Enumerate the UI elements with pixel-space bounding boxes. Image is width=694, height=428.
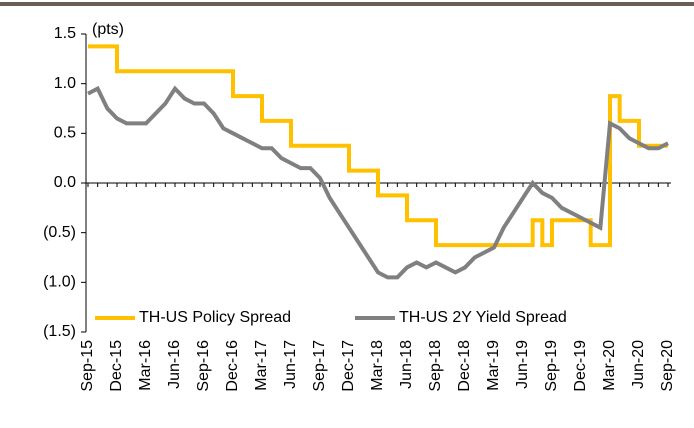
y-tick-label: 0.0 bbox=[54, 174, 76, 191]
x-tick-label: Sep-15 bbox=[79, 340, 96, 392]
y-tick-label: (1.5) bbox=[43, 323, 76, 340]
x-tick-label: Jun-16 bbox=[166, 340, 183, 389]
unit-annotation: (pts) bbox=[92, 21, 124, 38]
x-tick-label: Mar-16 bbox=[137, 340, 154, 391]
x-tick-label: Dec-16 bbox=[224, 340, 241, 392]
legend-label: TH-US 2Y Yield Spread bbox=[399, 309, 567, 326]
x-tick-label: Mar-19 bbox=[485, 340, 502, 391]
x-tick-label: Dec-15 bbox=[108, 340, 125, 392]
x-tick-label: Sep-16 bbox=[195, 340, 212, 392]
y-tick-label: (1.0) bbox=[43, 274, 76, 291]
legend-label: TH-US Policy Spread bbox=[139, 309, 291, 326]
y-tick-label: 1.5 bbox=[54, 25, 76, 42]
x-tick-label: Sep-18 bbox=[427, 340, 444, 392]
x-tick-label: Jun-18 bbox=[398, 340, 415, 389]
x-tick-label: Mar-17 bbox=[253, 340, 270, 391]
x-tick-label: Jun-17 bbox=[282, 340, 299, 389]
x-tick-label: Sep-19 bbox=[543, 340, 560, 392]
x-tick-label: Sep-20 bbox=[659, 340, 676, 392]
x-tick-label: Jun-20 bbox=[630, 340, 647, 389]
y-tick-label: (0.5) bbox=[43, 224, 76, 241]
x-tick-label: Dec-18 bbox=[456, 340, 473, 392]
x-tick-label: Sep-17 bbox=[311, 340, 328, 392]
series-line bbox=[88, 44, 668, 248]
x-tick-label: Mar-18 bbox=[369, 340, 386, 391]
y-tick-label: 1.0 bbox=[54, 75, 76, 92]
x-tick-label: Dec-19 bbox=[572, 340, 589, 392]
x-tick-label: Jun-19 bbox=[514, 340, 531, 389]
x-tick-label: Dec-17 bbox=[340, 340, 357, 392]
x-tick-label: Mar-20 bbox=[601, 340, 618, 391]
series-line bbox=[87, 85, 669, 280]
y-tick-label: 0.5 bbox=[54, 125, 76, 142]
top-border bbox=[0, 2, 694, 6]
